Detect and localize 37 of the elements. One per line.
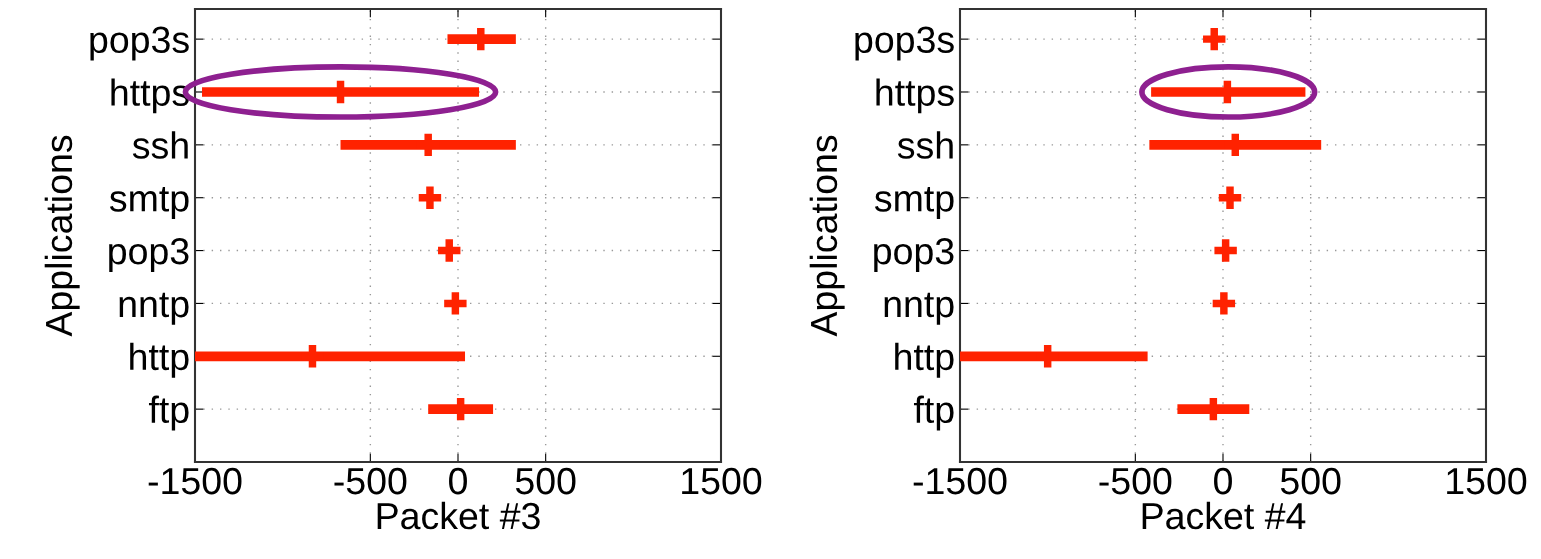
x-tick-label: -500 <box>334 467 407 495</box>
y-tick-label: http <box>895 342 954 378</box>
x-axis-title: Packet #4 <box>1142 501 1306 530</box>
x-tick-label: 0 <box>1214 467 1232 495</box>
y-tick-label: ftp <box>148 395 189 431</box>
y-tick-label: pop3 <box>874 237 954 272</box>
x-tick-label: -500 <box>1099 467 1172 495</box>
x-tick-label: 500 <box>1280 467 1341 495</box>
x-tick-label: 1500 <box>1447 467 1527 495</box>
x-tick-label: -1500 <box>913 467 1007 495</box>
y-tick-label: smtp <box>874 187 954 220</box>
y-tick-label: http <box>130 342 189 378</box>
y-tick-label: ssh <box>132 131 188 159</box>
point <box>1212 292 1236 315</box>
point <box>1214 239 1237 262</box>
point <box>1218 186 1242 209</box>
point <box>1203 27 1226 51</box>
y-tick-label: pop3s <box>90 26 189 61</box>
x-tick-label: 0 <box>449 467 467 495</box>
y-tick-label: https <box>111 78 189 114</box>
y-tick-label: ssh <box>897 131 953 159</box>
point <box>444 292 467 315</box>
y-tick-label: https <box>876 78 954 114</box>
y-tick-label: smtp <box>109 187 189 220</box>
y-tick-label: pop3 <box>109 237 189 272</box>
y-tick-label: ftp <box>913 395 954 431</box>
point <box>418 186 442 209</box>
x-tick-label: -1500 <box>148 467 242 495</box>
y-tick-label: pop3s <box>855 26 954 61</box>
y-axis-title: Applications <box>809 135 845 337</box>
y-tick-label: nntp <box>884 292 954 325</box>
x-tick-label: 500 <box>515 467 576 495</box>
x-axis-title: Packet #3 <box>377 501 540 530</box>
y-tick-label: nntp <box>119 292 189 325</box>
y-axis-title: Applications <box>44 135 80 337</box>
point <box>438 239 461 262</box>
x-tick-label: 1500 <box>682 467 762 495</box>
